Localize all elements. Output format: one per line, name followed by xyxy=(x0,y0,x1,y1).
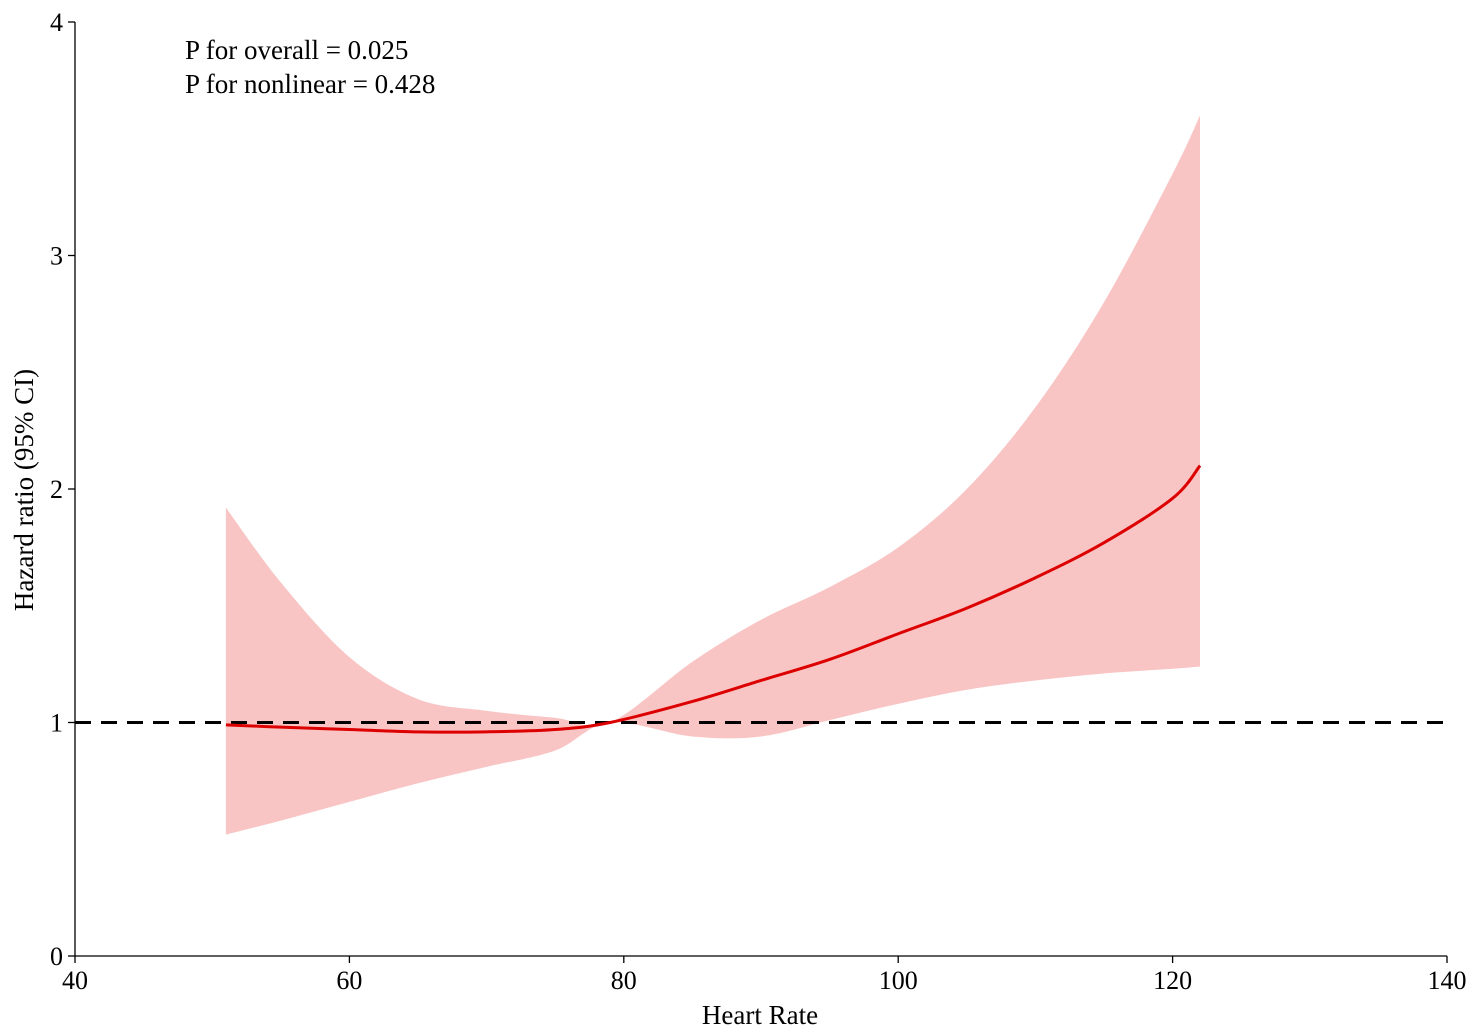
x-axis-title: Heart Rate xyxy=(702,1000,818,1030)
x-ticks: 40 60 80 100 120 140 xyxy=(62,956,1467,995)
x-tick-label: 120 xyxy=(1153,966,1192,995)
y-axis-title: Hazard ratio (95% CI) xyxy=(9,369,39,611)
x-tick-label: 60 xyxy=(336,966,362,995)
y-ticks: 0 1 2 3 4 xyxy=(50,8,75,971)
x-tick-label: 140 xyxy=(1428,966,1467,995)
annotation-p-nonlinear: P for nonlinear = 0.428 xyxy=(185,69,435,99)
x-tick-label: 100 xyxy=(879,966,918,995)
y-tick-label: 3 xyxy=(50,242,63,271)
y-tick-label: 4 xyxy=(50,8,63,37)
x-tick-label: 80 xyxy=(611,966,637,995)
y-tick-label: 2 xyxy=(50,475,63,504)
x-tick-label: 40 xyxy=(62,966,88,995)
y-tick-label: 0 xyxy=(50,942,63,971)
ci-band xyxy=(225,115,1201,835)
hazard-line-layer xyxy=(225,464,1202,734)
annotation-p-overall: P for overall = 0.025 xyxy=(185,35,408,65)
hazard-ratio-line xyxy=(225,464,1202,734)
ci-band-layer xyxy=(225,115,1201,835)
y-tick-label: 1 xyxy=(50,709,63,738)
